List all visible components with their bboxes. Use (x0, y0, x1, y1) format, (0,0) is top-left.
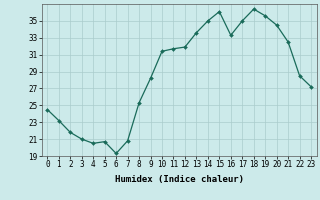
X-axis label: Humidex (Indice chaleur): Humidex (Indice chaleur) (115, 175, 244, 184)
